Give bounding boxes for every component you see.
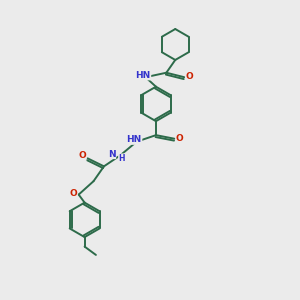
Text: O: O (69, 189, 77, 198)
Text: HN: HN (136, 71, 151, 80)
Text: O: O (176, 134, 184, 142)
Text: O: O (78, 152, 86, 160)
Text: N: N (108, 150, 116, 159)
Text: O: O (186, 72, 194, 81)
Text: HN: HN (127, 135, 142, 144)
Text: H: H (118, 154, 125, 163)
